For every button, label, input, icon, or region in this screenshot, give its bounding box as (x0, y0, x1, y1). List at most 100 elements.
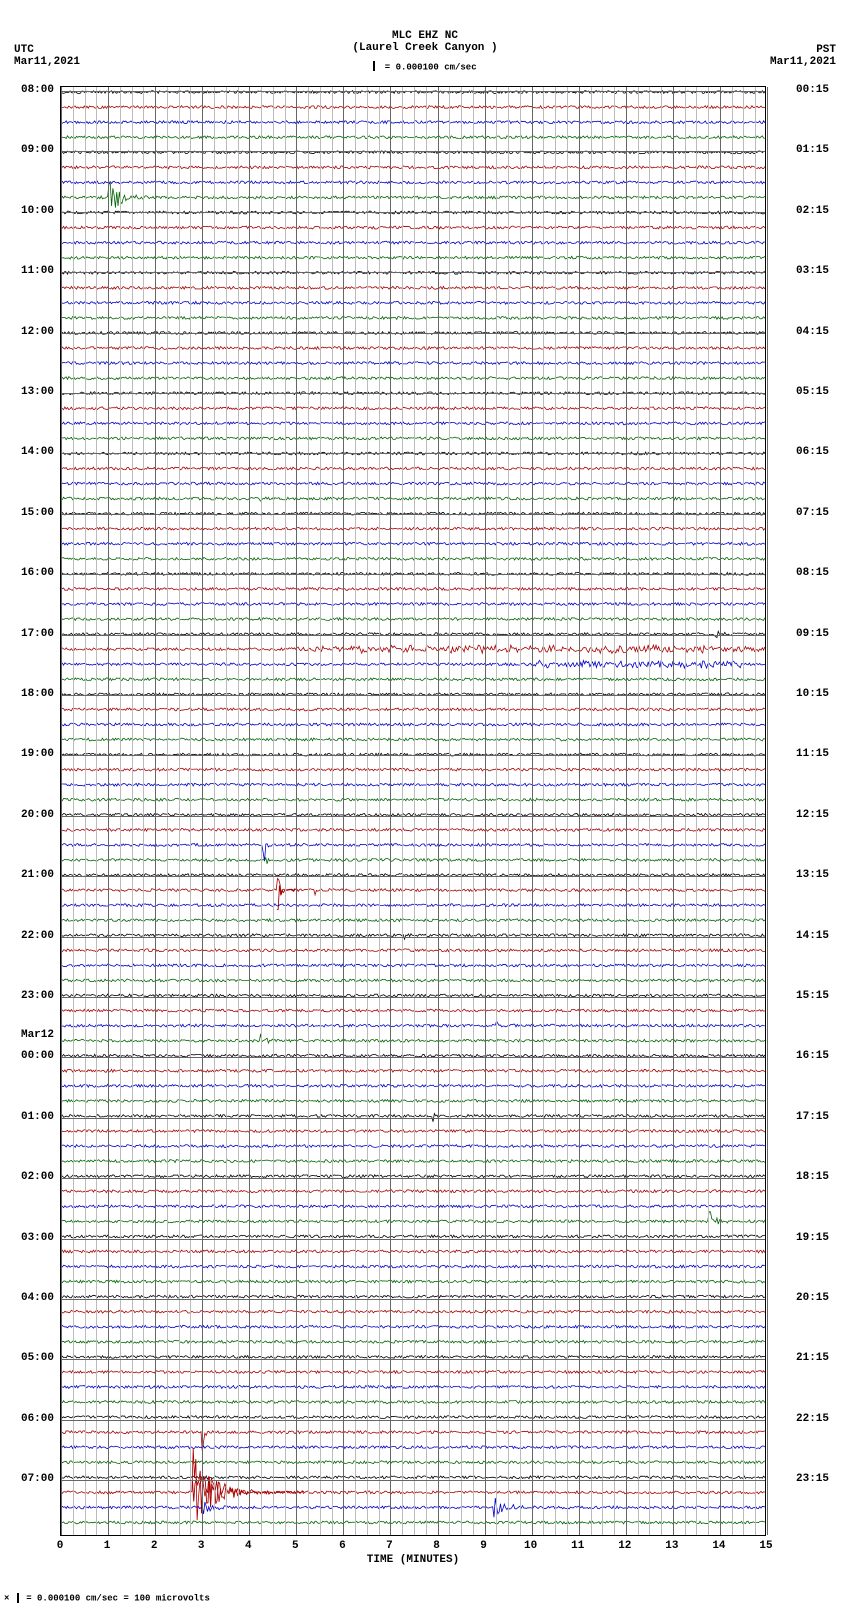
scale-bar-icon (17, 1593, 19, 1603)
left-time-labels: 08:0009:0010:0011:0012:0013:0014:0015:00… (0, 86, 58, 1536)
gridline-v (320, 87, 321, 1535)
gridline-v (355, 87, 356, 1535)
right-time-label: 12:15 (796, 809, 829, 821)
gridline-h (61, 1178, 765, 1179)
gridline-v (390, 87, 391, 1535)
x-tick: 4 (245, 1540, 252, 1552)
gridline-v (755, 87, 756, 1535)
gridline-v (96, 87, 97, 1535)
x-tick: 11 (571, 1540, 584, 1552)
gridline-v (379, 87, 380, 1535)
gridline-v (273, 87, 274, 1535)
gridline-h (61, 91, 765, 92)
left-time-label: 15:00 (21, 507, 54, 519)
right-time-label: 21:15 (796, 1352, 829, 1364)
left-time-label: 04:00 (21, 1292, 54, 1304)
x-tick: 0 (57, 1540, 64, 1552)
plot-area (60, 86, 766, 1536)
gridline-v (555, 87, 556, 1535)
right-time-label: 18:15 (796, 1171, 829, 1183)
right-time-label: 15:15 (796, 990, 829, 1002)
gridline-v (649, 87, 650, 1535)
left-time-label: 22:00 (21, 930, 54, 942)
gridline-h (61, 212, 765, 213)
x-tick: 14 (712, 1540, 725, 1552)
right-time-label: 11:15 (796, 748, 829, 760)
gridline-v (685, 87, 686, 1535)
gridline-v (179, 87, 180, 1535)
gridline-v (567, 87, 568, 1535)
gridline-v (249, 87, 250, 1535)
gridline-v (579, 87, 580, 1535)
gridline-v (402, 87, 403, 1535)
scale-label: = 0.000100 cm/sec (385, 62, 477, 72)
footer-scale: × = 0.000100 cm/sec = 100 microvolts (4, 1593, 210, 1603)
gridline-v (591, 87, 592, 1535)
left-time-label: 12:00 (21, 326, 54, 338)
gridline-v (202, 87, 203, 1535)
right-time-label: 07:15 (796, 507, 829, 519)
left-time-label: 02:00 (21, 1171, 54, 1183)
right-time-label: 02:15 (796, 205, 829, 217)
gridline-v (73, 87, 74, 1535)
right-time-label: 16:15 (796, 1050, 829, 1062)
gridline-v (485, 87, 486, 1535)
gridline-v (508, 87, 509, 1535)
gridline-v (190, 87, 191, 1535)
gridline-h (61, 1299, 765, 1300)
gridline-v (473, 87, 474, 1535)
gridline-v (720, 87, 721, 1535)
gridline-h (61, 333, 765, 334)
x-tick: 1 (104, 1540, 111, 1552)
left-time-label: 20:00 (21, 809, 54, 821)
gridline-v (708, 87, 709, 1535)
gridline-h (61, 695, 765, 696)
left-time-label: 06:00 (21, 1413, 54, 1425)
x-tick: 15 (759, 1540, 772, 1552)
gridline-v (167, 87, 168, 1535)
event-burst (192, 1471, 303, 1513)
gridline-v (602, 87, 603, 1535)
x-tick: 8 (433, 1540, 440, 1552)
left-time-label: 19:00 (21, 748, 54, 760)
x-tick: 7 (386, 1540, 393, 1552)
gridline-v (332, 87, 333, 1535)
gridline-v (343, 87, 344, 1535)
station-code: MLC EHZ NC (0, 30, 850, 42)
gridline-v (214, 87, 215, 1535)
gridline-v (732, 87, 733, 1535)
scale-bar-icon (373, 61, 375, 71)
tz-right: PST (816, 44, 836, 56)
gridline-v (155, 87, 156, 1535)
gridline-h (61, 755, 765, 756)
x-tick: 3 (198, 1540, 205, 1552)
left-time-label: 18:00 (21, 688, 54, 700)
gridline-v (496, 87, 497, 1535)
event-burst (277, 885, 298, 909)
footer-text: = 0.000100 cm/sec = 100 microvolts (26, 1593, 210, 1603)
footer-prefix: × (4, 1593, 9, 1603)
gridline-v (743, 87, 744, 1535)
gridline-h (61, 1359, 765, 1360)
left-time-label: 23:00 (21, 990, 54, 1002)
x-tick: 2 (151, 1540, 158, 1552)
gridline-v (61, 87, 62, 1535)
gridline-h (61, 816, 765, 817)
right-time-label: 19:15 (796, 1232, 829, 1244)
right-time-label: 06:15 (796, 446, 829, 458)
gridline-v (296, 87, 297, 1535)
right-time-labels: 00:1501:1502:1503:1504:1505:1506:1507:15… (792, 86, 850, 1536)
date-left: Mar11,2021 (14, 56, 80, 68)
gridline-v (261, 87, 262, 1535)
right-time-label: 10:15 (796, 688, 829, 700)
gridline-v (638, 87, 639, 1535)
right-time-label: 05:15 (796, 386, 829, 398)
gridline-h (61, 1480, 765, 1481)
left-time-label: 10:00 (21, 205, 54, 217)
left-time-label: 11:00 (21, 265, 54, 277)
gridline-h (61, 453, 765, 454)
gridline-v (367, 87, 368, 1535)
gridline-v (543, 87, 544, 1535)
date-right: Mar11,2021 (770, 56, 836, 68)
gridline-v (461, 87, 462, 1535)
